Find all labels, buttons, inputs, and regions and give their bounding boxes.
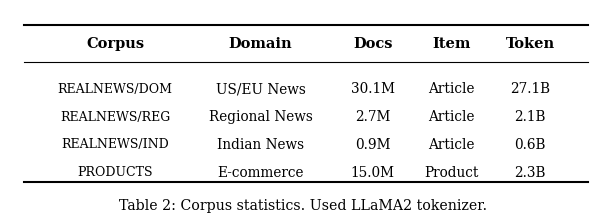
Text: 2.3B: 2.3B <box>514 166 546 180</box>
Text: Regional News: Regional News <box>208 110 313 124</box>
Text: REALNEWS/REG: REALNEWS/REG <box>60 110 170 124</box>
Text: Domain: Domain <box>229 37 292 51</box>
Text: Corpus: Corpus <box>86 37 144 51</box>
Text: Article: Article <box>428 110 474 124</box>
Text: Item: Item <box>432 37 471 51</box>
Text: E-commerce: E-commerce <box>218 166 304 180</box>
Text: REALNEWS/IND: REALNEWS/IND <box>61 138 169 151</box>
Text: PRODUCTS: PRODUCTS <box>78 166 153 179</box>
Text: 15.0M: 15.0M <box>351 166 395 180</box>
Text: REALNEWS/DOM: REALNEWS/DOM <box>58 82 173 96</box>
Text: Product: Product <box>424 166 479 180</box>
Text: Docs: Docs <box>353 37 393 51</box>
Text: Article: Article <box>428 138 474 152</box>
Text: 0.9M: 0.9M <box>355 138 390 152</box>
Text: US/EU News: US/EU News <box>216 82 305 96</box>
Text: 2.1B: 2.1B <box>514 110 546 124</box>
Text: Article: Article <box>428 82 474 96</box>
Text: Indian News: Indian News <box>217 138 304 152</box>
Text: 0.6B: 0.6B <box>514 138 546 152</box>
Text: 27.1B: 27.1B <box>510 82 550 96</box>
Text: 2.7M: 2.7M <box>355 110 390 124</box>
Text: Token: Token <box>505 37 555 51</box>
Text: 30.1M: 30.1M <box>351 82 395 96</box>
Text: Table 2: Corpus statistics. Used LLaMA2 tokenizer.: Table 2: Corpus statistics. Used LLaMA2 … <box>119 199 487 213</box>
